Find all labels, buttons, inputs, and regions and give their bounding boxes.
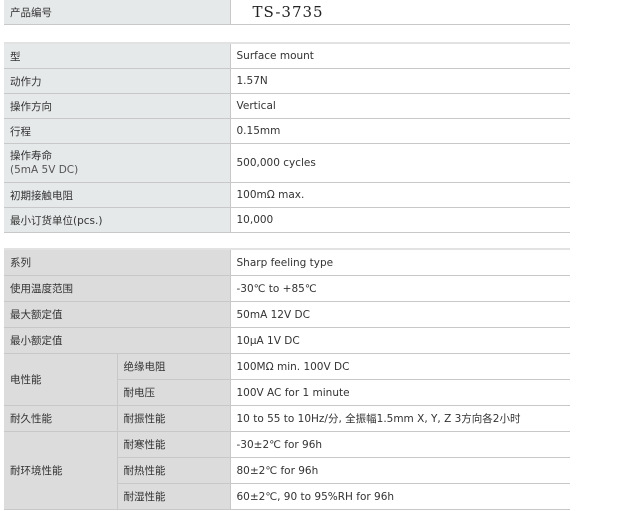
table-row: 使用温度范围 -30℃ to +85℃ xyxy=(4,275,570,302)
table-row: 最小订货单位(pcs.) 10,000 xyxy=(4,207,570,233)
spec-label-condition: (5mA 5V DC) xyxy=(10,164,79,176)
item-label: 耐热性能 xyxy=(117,457,231,484)
rating-label: 最大额定值 xyxy=(4,301,231,328)
spec-value: Surface mount xyxy=(230,43,570,69)
product-number-table: 产品编号 TS-3735 xyxy=(4,0,570,25)
spec-label: 行程 xyxy=(4,118,231,144)
rating-label: 使用温度范围 xyxy=(4,275,231,302)
group-label-electrical: 电性能 xyxy=(4,353,118,406)
spec-label: 初期接触电阻 xyxy=(4,182,231,208)
item-label: 绝缘电阻 xyxy=(117,353,231,380)
table-row: 最大额定值 50mA 12V DC xyxy=(4,301,570,328)
item-value: 100MΩ min. 100V DC xyxy=(230,353,570,380)
table-row: 操作方向 Vertical xyxy=(4,93,570,119)
item-label: 耐寒性能 xyxy=(117,431,231,458)
item-value: 60±2℃, 90 to 95%RH for 96h xyxy=(230,483,570,510)
table-row: 系列 Sharp feeling type xyxy=(4,249,570,276)
product-number-value: TS-3735 xyxy=(230,0,570,25)
spec-value: 100mΩ max. xyxy=(230,182,570,208)
item-label: 耐湿性能 xyxy=(117,483,231,510)
specs-table: 型 Surface mount 动作力 1.57N 操作方向 Vertical 行程 0… xyxy=(4,42,570,233)
table-row: 耐热性能 80±2℃ for 96h xyxy=(4,457,570,484)
spec-value: 10,000 xyxy=(230,207,570,233)
item-value: 100V AC for 1 minute xyxy=(230,379,570,406)
item-label: 耐电压 xyxy=(117,379,231,406)
table-row: 耐久性能 耐振性能 10 to 55 to 10Hz/分, 全振幅1.5mm X, … xyxy=(4,405,570,432)
spec-label-main: 操作寿命 xyxy=(10,150,52,162)
item-value: -30±2℃ for 96h xyxy=(230,431,570,458)
spec-label: 操作寿命 (5mA 5V DC) xyxy=(4,143,231,183)
spec-label: 型 xyxy=(4,43,231,69)
rating-value: -30℃ to +85℃ xyxy=(230,275,570,302)
table-row: 动作力 1.57N xyxy=(4,68,570,94)
table-row: 操作寿命 (5mA 5V DC) 500,000 cycles xyxy=(4,143,570,183)
table-row: 行程 0.15mm xyxy=(4,118,570,144)
item-value: 80±2℃ for 96h xyxy=(230,457,570,484)
spec-label: 动作力 xyxy=(4,68,231,94)
product-number-label: 产品编号 xyxy=(4,0,231,25)
rating-value: 50mA 12V DC xyxy=(230,301,570,328)
rating-value: 10μA 1V DC xyxy=(230,327,570,354)
rating-value: Sharp feeling type xyxy=(230,249,570,276)
item-value: 10 to 55 to 10Hz/分, 全振幅1.5mm X, Y, Z 3方向… xyxy=(230,405,570,432)
spec-value: Vertical xyxy=(230,93,570,119)
table-row: 耐湿性能 60±2℃, 90 to 95%RH for 96h xyxy=(4,483,570,510)
ratings-table: 系列 Sharp feeling type 使用温度范围 -30℃ to +85℃ … xyxy=(4,248,570,510)
product-number-row: 产品编号 TS-3735 xyxy=(4,0,570,25)
spec-value: 500,000 cycles xyxy=(230,143,570,183)
table-row: 最小额定值 10μA 1V DC xyxy=(4,327,570,354)
group-label-environment: 耐环境性能 xyxy=(4,431,118,510)
rating-label: 系列 xyxy=(4,249,231,276)
table-row: 电性能 绝缘电阻 100MΩ min. 100V DC xyxy=(4,353,570,406)
item-label: 耐振性能 xyxy=(117,405,231,432)
table-row: 耐环境性能 耐寒性能 -30±2℃ for 96h xyxy=(4,431,570,510)
spec-label: 最小订货单位(pcs.) xyxy=(4,207,231,233)
table-row: 初期接触电阻 100mΩ max. xyxy=(4,182,570,208)
table-row: 型 Surface mount xyxy=(4,43,570,69)
table-row: 耐电压 100V AC for 1 minute xyxy=(4,379,570,406)
spec-value: 1.57N xyxy=(230,68,570,94)
spec-value: 0.15mm xyxy=(230,118,570,144)
spec-label: 操作方向 xyxy=(4,93,231,119)
group-label-durability: 耐久性能 xyxy=(4,405,118,432)
rating-label: 最小额定值 xyxy=(4,327,231,354)
